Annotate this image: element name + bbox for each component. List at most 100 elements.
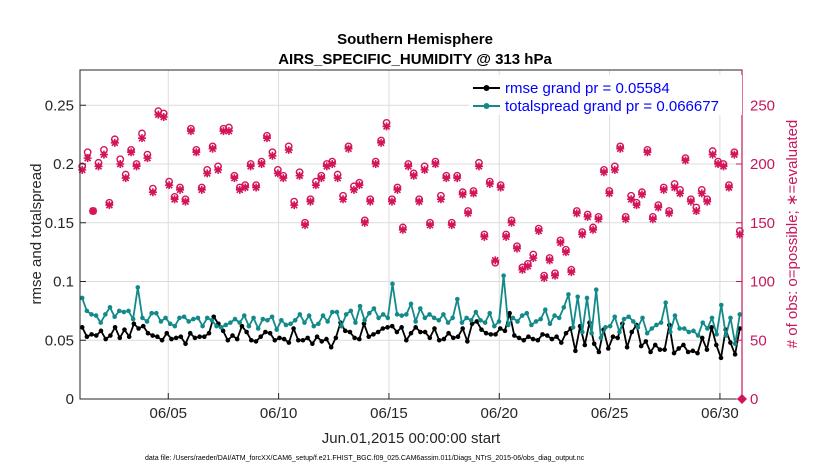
rmse-point xyxy=(310,341,315,347)
totalspread-point xyxy=(626,314,631,320)
rmse-point xyxy=(281,336,287,342)
obs-evaluated-point xyxy=(572,209,581,218)
obs-evaluated-point xyxy=(686,197,695,206)
totalspread-point xyxy=(98,320,104,325)
obs-evaluated-point xyxy=(648,215,657,224)
totalspread-point xyxy=(130,316,136,322)
rmse-point xyxy=(98,328,104,334)
y-left-tick-label: 0.15 xyxy=(45,215,74,232)
obs-evaluated-point xyxy=(730,150,739,159)
obs-evaluated-point xyxy=(301,221,310,230)
totalspread-point xyxy=(329,309,335,315)
rmse-point xyxy=(563,330,569,336)
totalspread-point xyxy=(334,309,340,315)
legend-rmse-marker xyxy=(483,85,490,91)
totalspread-point xyxy=(353,320,358,325)
obs-evaluated-point xyxy=(268,151,277,160)
obs-evaluated-point xyxy=(594,215,603,224)
rmse-point xyxy=(554,334,559,340)
totalspread-point xyxy=(241,313,247,318)
data-file-footnote: data file: /Users/raeder/DAI/ATM_forcXX/… xyxy=(145,455,585,462)
obs-evaluated-point xyxy=(377,138,386,147)
rmse-point xyxy=(704,347,710,352)
obs-evaluated-point xyxy=(703,197,712,206)
totalspread-point xyxy=(228,320,233,325)
totalspread-point xyxy=(524,310,530,316)
rmse-point xyxy=(502,328,508,334)
totalspread-point xyxy=(492,323,497,329)
totalspread-point xyxy=(385,315,391,321)
totalspread-point xyxy=(510,315,516,321)
rmse-point xyxy=(648,349,653,355)
rmse-point xyxy=(357,336,362,342)
totalspread-point xyxy=(542,307,548,313)
rmse-point xyxy=(267,330,273,336)
rmse-point xyxy=(108,333,113,338)
obs-evaluated-point xyxy=(415,197,424,206)
totalspread-point xyxy=(691,328,696,334)
totalspread-point xyxy=(482,320,488,325)
totalspread-point xyxy=(427,312,432,317)
obs-evaluated-point xyxy=(665,209,674,218)
obs-evaluated-point xyxy=(89,207,98,215)
obs-evaluated-point xyxy=(311,181,320,190)
obs-evaluated-point xyxy=(464,209,473,218)
obs-evaluated-point xyxy=(578,230,587,239)
rmse-point xyxy=(714,342,719,348)
totalspread-point xyxy=(404,312,409,317)
totalspread-point xyxy=(413,319,418,324)
totalspread-point xyxy=(283,322,289,328)
totalspread-point xyxy=(265,317,270,323)
obs-evaluated-point xyxy=(714,160,723,168)
obs-evaluated-point xyxy=(540,273,549,282)
rmse-point xyxy=(535,337,541,343)
rmse-point xyxy=(709,325,714,330)
obs-evaluated-point xyxy=(496,183,505,192)
rmse-point xyxy=(493,332,498,337)
obs-evaluated-point xyxy=(447,221,456,230)
totalspread-point xyxy=(584,295,590,301)
rmse-point xyxy=(253,339,259,344)
rmse-point xyxy=(258,334,263,340)
rmse-point xyxy=(324,336,329,342)
rmse-point xyxy=(314,334,320,340)
rmse-point xyxy=(197,334,202,340)
x-tick-label: 06/30 xyxy=(701,405,739,422)
totalspread-point xyxy=(709,315,715,321)
y-right-tick-label: 200 xyxy=(750,156,775,173)
rmse-point xyxy=(155,334,160,340)
rmse-point xyxy=(202,334,207,340)
rmse-point xyxy=(530,336,536,342)
totalspread-point xyxy=(654,322,659,328)
obs-evaluated-point xyxy=(328,160,337,168)
obs-evaluated-point xyxy=(339,195,348,204)
totalspread-point xyxy=(232,316,238,322)
rmse-point xyxy=(333,335,339,341)
totalspread-point xyxy=(237,320,242,325)
totalspread-point xyxy=(663,300,668,305)
rmse-point xyxy=(662,347,667,352)
totalspread-point xyxy=(468,317,474,323)
rmse-point xyxy=(591,341,597,347)
rmse-point xyxy=(249,337,254,343)
rmse-point xyxy=(526,334,531,340)
rmse-point xyxy=(291,326,296,331)
totalspread-point xyxy=(376,315,381,321)
rmse-point xyxy=(305,335,310,341)
obs-evaluated-point xyxy=(627,195,636,204)
x-tick-label: 06/25 xyxy=(591,405,629,422)
totalspread-point xyxy=(195,315,201,321)
totalspread-point xyxy=(617,329,622,335)
rmse-point xyxy=(695,350,700,356)
rmse-point xyxy=(408,330,414,336)
rmse-point xyxy=(89,332,94,337)
obs-evaluated-point xyxy=(257,160,266,168)
obs-evaluated-point xyxy=(670,183,679,192)
obs-evaluated-point xyxy=(322,162,331,171)
totalspread-point xyxy=(269,314,275,320)
rmse-point xyxy=(643,339,649,344)
totalspread-point xyxy=(140,315,145,321)
rmse-point xyxy=(549,336,555,342)
obs-evaluated-point xyxy=(632,201,641,210)
